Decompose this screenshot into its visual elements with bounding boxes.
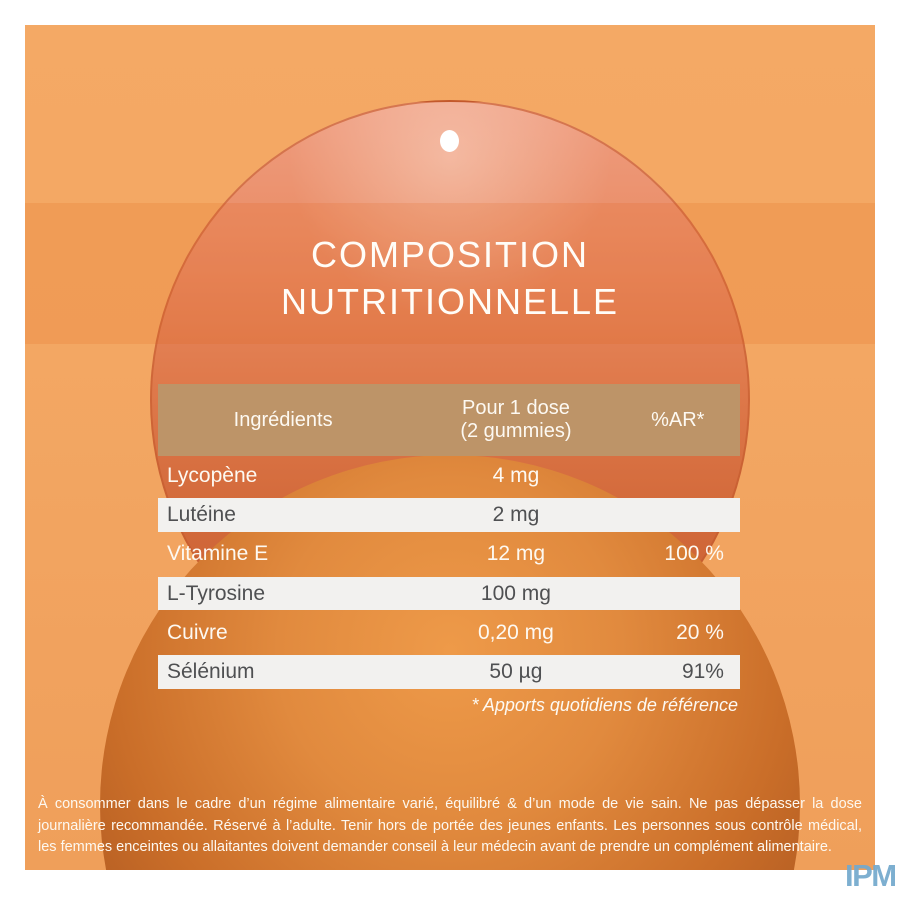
header-ingredients: Ingrédients [233, 408, 333, 431]
header-dose-line-2: (2 gummies) [460, 420, 572, 442]
title-line-2: NUTRITIONNELLE [280, 281, 620, 322]
dose-cell: 100 mg [480, 581, 551, 605]
ingredient-cell: Lutéine [167, 502, 236, 526]
dose-cell: 4 mg [492, 463, 540, 487]
header-ar: %AR* [651, 408, 705, 431]
ingredient-cell: Vitamine E [167, 542, 269, 566]
table-row: Lycopène 4 mg [158, 456, 740, 495]
table-row: L-Tyrosine 100 mg [158, 574, 740, 613]
ingredient-cell: Cuivre [167, 620, 228, 644]
table-row: Lutéine 2 mg [158, 495, 740, 534]
dose-cell: 50 µg [489, 660, 543, 684]
nutrition-table: Ingrédients Pour 1 dose (2 gummies) %AR*… [158, 384, 740, 716]
ingredient-cell: L-Tyrosine [167, 581, 266, 605]
disclaimer-text: À consommer dans le cadre d’un régime al… [38, 796, 862, 855]
dose-cell: 0,20 mg [477, 620, 554, 644]
ar-cell: 91% [681, 660, 724, 684]
table-row: Cuivre 0,20 mg 20 % [158, 613, 740, 652]
table-row: Vitamine E 12 mg 100 % [158, 535, 740, 574]
label-panel: COMPOSITION NUTRITIONNELLE Ingrédients P… [25, 25, 875, 870]
ipm-watermark: IPM [845, 858, 897, 893]
highlight-dot [440, 130, 459, 152]
title-line-1: COMPOSITION [310, 234, 589, 275]
ar-cell: 100 % [664, 542, 724, 566]
dose-cell: 12 mg [486, 542, 546, 566]
page-title: COMPOSITION NUTRITIONNELLE [25, 231, 875, 325]
table-header: Ingrédients Pour 1 dose (2 gummies) %AR* [158, 384, 740, 456]
table-rows: Lycopène 4 mg Lutéine 2 mg Vitamine E 12… [158, 456, 740, 692]
table-footnote: * Apports quotidiens de référence [471, 694, 738, 715]
dose-cell: 2 mg [492, 502, 540, 526]
ingredient-cell: Lycopène [167, 463, 258, 487]
table-row: Sélénium 50 µg 91% [158, 652, 740, 691]
ingredient-cell: Sélénium [167, 660, 255, 684]
header-dose: Pour 1 dose (2 gummies) [408, 397, 623, 443]
title-band [25, 203, 875, 344]
header-dose-line-1: Pour 1 dose [461, 397, 570, 419]
ar-cell: 20 % [676, 620, 724, 644]
